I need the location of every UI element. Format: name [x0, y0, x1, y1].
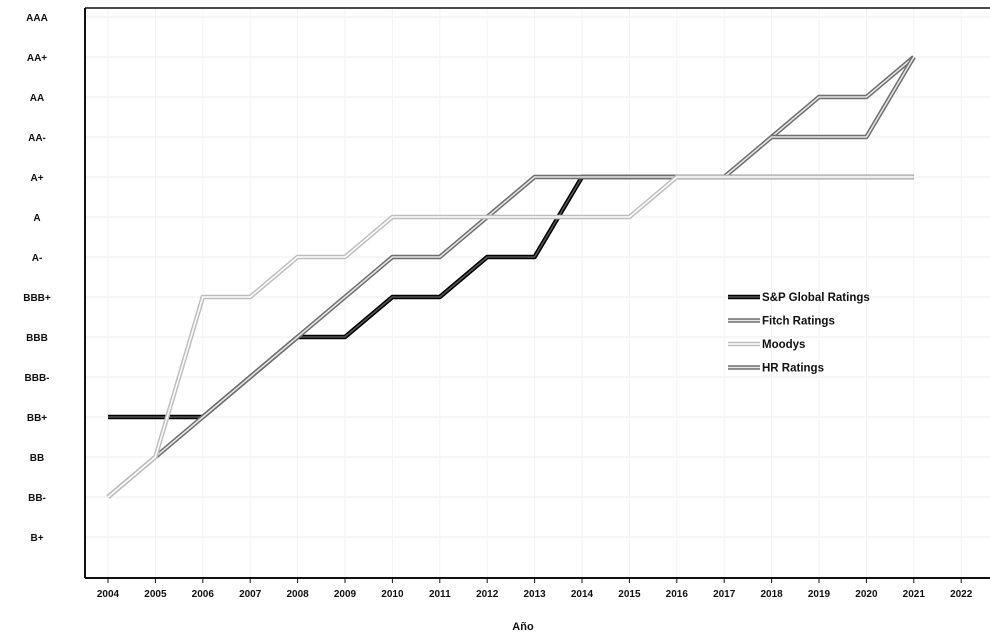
x-tick-label: 2005	[144, 589, 167, 600]
x-tick-label: 2014	[571, 589, 594, 600]
x-tick-label: 2022	[950, 589, 973, 600]
y-tick-label: AA+	[27, 53, 47, 64]
gridlines	[86, 9, 990, 577]
y-tick-label: BBB-	[25, 373, 50, 384]
series-line-moodys	[107, 176, 914, 498]
legend-label-hr-ratings: HR Ratings	[762, 363, 824, 375]
x-tick-label: 2016	[666, 589, 689, 600]
x-tick-label: 2011	[429, 589, 451, 600]
y-tick-label: BB+	[27, 413, 47, 424]
x-tick-label: 2010	[381, 589, 404, 600]
x-tick-label: 2009	[334, 589, 357, 600]
legend: S&P Global Ratings Fitch Ratings Moodys HR …	[728, 292, 870, 375]
y-tick-label: BB-	[28, 493, 46, 504]
legend-label-fitch-ratings: Fitch Ratings	[762, 316, 835, 328]
x-tick-label: 2021	[903, 589, 926, 600]
y-tick-label: AA-	[28, 133, 46, 144]
y-tick-label: AA	[30, 93, 44, 104]
y-tick-label: BBB+	[23, 293, 51, 304]
x-axis-title: Año	[512, 621, 534, 633]
y-tick-label: AAA	[26, 13, 48, 24]
x-tick-label: 2020	[855, 589, 878, 600]
legend-label-moodys: Moodys	[762, 339, 805, 351]
x-tick-label: 2008	[286, 589, 309, 600]
x-tick-label: 2018	[760, 589, 783, 600]
y-tick-label: BB	[30, 453, 44, 464]
y-tick-label: A	[33, 213, 40, 224]
y-tick-label: A-	[32, 253, 43, 264]
series-line-hr-ratings	[771, 56, 915, 138]
x-tick-labels: 2004 2005 2006 2007 2008 2009 2010 2011 2012 2013…	[97, 578, 973, 600]
x-tick-label: 2007	[239, 589, 262, 600]
y-tick-label: BBB	[26, 333, 48, 344]
series-line-fitch-ratings	[107, 56, 915, 498]
x-tick-label: 2015	[618, 589, 641, 600]
x-tick-label: 2012	[476, 589, 499, 600]
x-tick-label: 2017	[713, 589, 736, 600]
x-tick-label: 2019	[808, 589, 831, 600]
x-tick-label: 2006	[192, 589, 215, 600]
x-tick-label: 2013	[523, 589, 546, 600]
y-tick-label: B+	[30, 533, 43, 544]
series-lines	[106, 55, 916, 499]
y-tick-label: A+	[30, 173, 43, 184]
x-tick-label: 2004	[97, 589, 120, 600]
legend-label-s-p-global-ratings: S&P Global Ratings	[762, 292, 870, 304]
series-line-fitch-ratings-outline	[106, 55, 916, 499]
